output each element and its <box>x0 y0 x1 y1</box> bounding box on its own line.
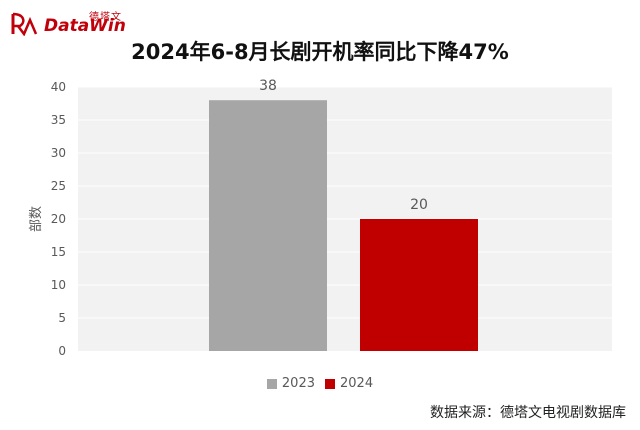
y-tick-label: 15 <box>51 245 66 259</box>
y-tick-label: 40 <box>51 80 66 94</box>
y-tick-label: 10 <box>51 278 66 292</box>
legend-swatch-2023 <box>266 378 277 389</box>
data-label-2024: 20 <box>410 197 428 213</box>
logo-en-text: DataWin <box>44 16 126 36</box>
bar-2023 <box>209 100 327 351</box>
chart-legend: 2023 2024 <box>0 376 640 391</box>
y-tick-label: 20 <box>51 212 66 226</box>
chart-title: 2024年6-8月长剧开机率同比下降47% <box>131 40 509 64</box>
datawin-logo: 德塔文 DataWin <box>10 10 130 36</box>
data-source-note: 数据来源：德塔文电视剧数据库 <box>430 405 626 421</box>
legend-label-2024: 2024 <box>340 376 374 391</box>
legend-swatch-2024 <box>325 378 335 389</box>
logo-text: 德塔文 DataWin <box>44 10 130 36</box>
y-axis-label: 部数 <box>29 206 44 232</box>
y-tick-label: 5 <box>58 311 66 325</box>
logo-cn-text: 德塔文 <box>89 12 122 23</box>
y-tick-label: 25 <box>51 179 66 193</box>
legend-item-2023: 2023 <box>266 376 315 391</box>
data-label-2023: 38 <box>259 78 277 94</box>
y-tick-label: 35 <box>51 113 66 127</box>
bar-2024 <box>360 219 478 351</box>
datawin-logo-icon <box>11 12 38 36</box>
legend-item-2024: 2024 <box>325 376 373 391</box>
y-tick-label: 0 <box>58 344 66 358</box>
y-tick-label: 30 <box>51 146 66 160</box>
legend-label-2023: 2023 <box>281 376 315 391</box>
